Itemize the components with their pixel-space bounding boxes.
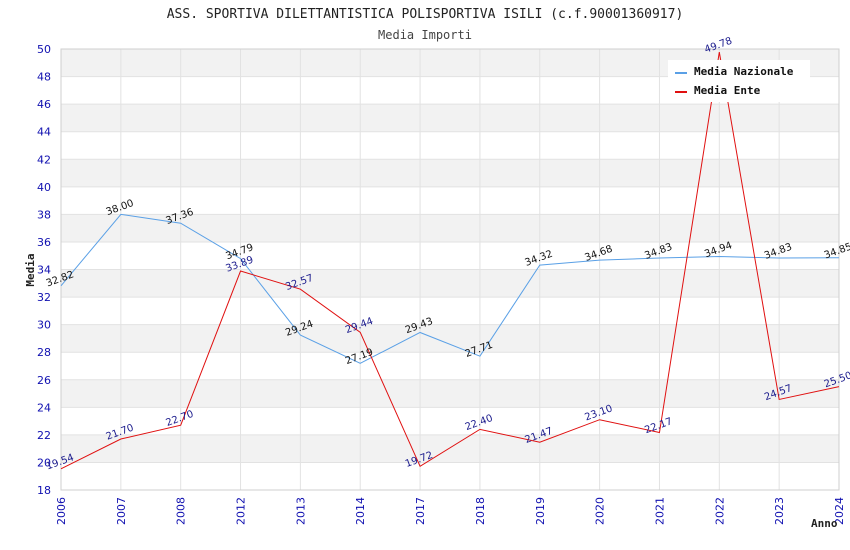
grid-band xyxy=(61,324,839,353)
y-tick-label: 48 xyxy=(37,71,51,84)
y-tick-label: 36 xyxy=(37,236,51,249)
y-tick-label: 40 xyxy=(37,181,51,194)
chart-subtitle: Media Importi xyxy=(378,28,472,42)
chart-title: ASS. SPORTIVA DILETTANTISTICA POLISPORTI… xyxy=(167,7,684,22)
grid-band xyxy=(61,407,839,435)
grid-band xyxy=(61,434,839,463)
x-tick-label: 2024 xyxy=(833,497,846,525)
y-tick-label: 20 xyxy=(37,456,51,469)
legend-label-ente: Media Ente xyxy=(694,84,761,97)
y-tick-label: 50 xyxy=(37,43,51,56)
y-tick-label: 32 xyxy=(37,291,51,304)
grid-band xyxy=(61,131,839,160)
x-tick-label: 2023 xyxy=(773,497,786,525)
x-tick-label: 2006 xyxy=(55,497,68,525)
x-tick-label: 2018 xyxy=(474,497,487,525)
y-tick-label: 46 xyxy=(37,98,51,111)
grid-band xyxy=(61,379,839,408)
x-tick-label: 2008 xyxy=(175,497,188,525)
grid-band xyxy=(61,462,839,490)
y-tick-label: 34 xyxy=(37,264,51,277)
grid-band xyxy=(61,186,839,215)
grid-band xyxy=(61,214,839,242)
x-tick-label: 2020 xyxy=(594,497,607,525)
x-tick-label: 2014 xyxy=(354,497,367,525)
grid-band xyxy=(61,269,839,298)
y-tick-label: 38 xyxy=(37,208,51,221)
x-tick-label: 2021 xyxy=(653,497,666,525)
y-tick-label: 28 xyxy=(37,346,51,359)
y-tick-label: 44 xyxy=(37,126,51,139)
grid-band xyxy=(61,352,839,380)
series-lines xyxy=(60,51,840,470)
legend-label-nazionale: Media Nazionale xyxy=(694,65,794,78)
y-tick-label: 24 xyxy=(37,401,51,414)
y-tick-label: 42 xyxy=(37,153,51,166)
y-axis-title: Media xyxy=(24,253,37,286)
y-tick-label: 18 xyxy=(37,484,51,497)
grid-band xyxy=(61,241,839,270)
grid-bands xyxy=(61,49,839,490)
legend: Media Nazionale Media Ente xyxy=(668,60,810,102)
x-axis-title: Anno xyxy=(811,517,838,530)
legend-box xyxy=(668,60,810,102)
grid-band xyxy=(61,104,839,132)
series-line-nazionale xyxy=(60,213,840,364)
grid-band xyxy=(61,159,839,187)
x-tick-label: 2017 xyxy=(414,497,427,525)
x-tick-label: 2007 xyxy=(115,497,128,525)
x-tick-label: 2012 xyxy=(235,497,248,525)
y-tick-label: 22 xyxy=(37,429,51,442)
grid-band xyxy=(61,297,839,325)
grid-lines xyxy=(60,48,840,491)
x-tick-label: 2022 xyxy=(713,497,726,525)
plot-border xyxy=(60,48,840,491)
y-tick-label: 30 xyxy=(37,319,51,332)
x-tick-label: 2013 xyxy=(294,497,307,525)
x-axis-ticks: 2006 2007 2008 2012 2013 2014 2017 2018 2019 2020… xyxy=(55,497,846,525)
y-axis-ticks: 18 20 22 24 26 28 30 32 34 36 38 40 42 44 46 48 50 xyxy=(37,43,51,497)
x-tick-label: 2019 xyxy=(534,497,547,525)
series-line-ente xyxy=(60,51,840,470)
y-tick-label: 26 xyxy=(37,374,51,387)
